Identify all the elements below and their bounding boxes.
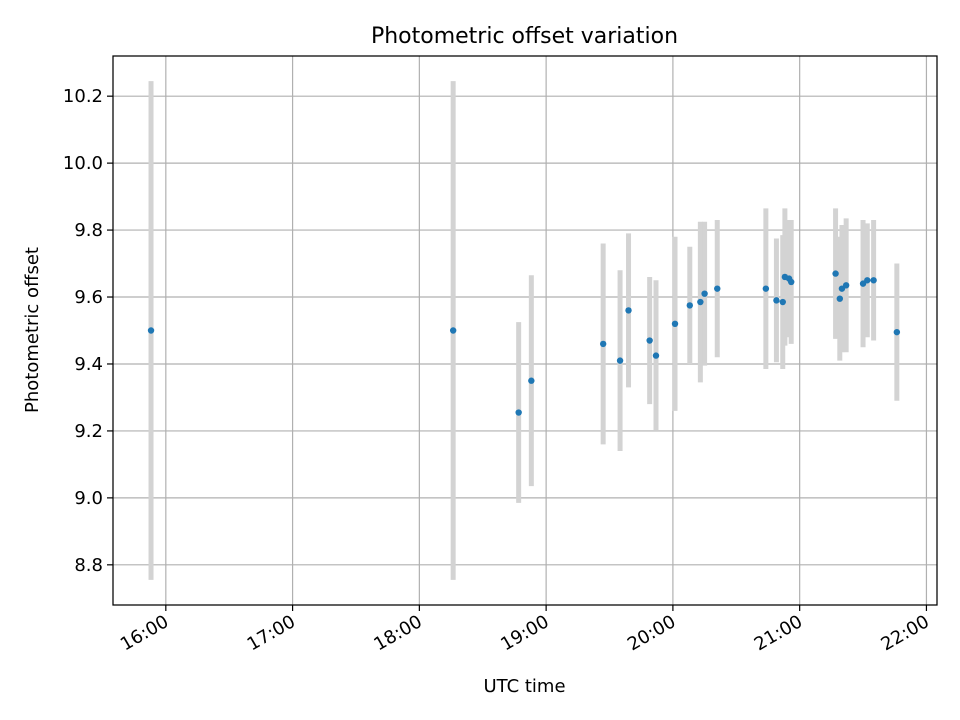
- x-axis-label: UTC time: [483, 676, 565, 697]
- y-tick-label: 9.8: [74, 220, 103, 241]
- data-point: [714, 285, 721, 292]
- data-point: [671, 320, 679, 328]
- data-point: [599, 340, 607, 348]
- data-point: [788, 278, 795, 286]
- data-point: [762, 285, 770, 292]
- y-tick-label: 10.0: [63, 153, 103, 174]
- y-tick-label: 9.0: [74, 488, 103, 509]
- y-axis-label: Photometric offset: [22, 247, 43, 413]
- y-axis-ticks: 8.8 9.0 9.2 9.4 9.6 9.8 10.0 10.2: [63, 86, 113, 576]
- data-point: [836, 295, 844, 302]
- data-point: [616, 357, 624, 364]
- data-point: [701, 290, 708, 297]
- data-point: [864, 277, 871, 284]
- y-tick-label: 8.8: [74, 555, 103, 576]
- data-point: [449, 327, 457, 334]
- plot-frame: [112, 55, 938, 606]
- data-point: [779, 298, 786, 306]
- data-points: [147, 270, 901, 416]
- y-tick-label: 9.2: [74, 421, 103, 442]
- data-point: [842, 282, 850, 289]
- data-point: [625, 307, 632, 314]
- data-point: [697, 298, 704, 306]
- data-point: [893, 328, 901, 336]
- data-point: [832, 270, 839, 277]
- data-point: [147, 327, 155, 334]
- data-point: [646, 337, 653, 344]
- data-point: [652, 352, 660, 359]
- data-point: [870, 277, 877, 284]
- y-tick-label: 9.4: [74, 354, 103, 375]
- y-tick-label: 9.6: [74, 287, 103, 308]
- y-tick-label: 10.2: [63, 86, 103, 107]
- data-point: [686, 302, 693, 309]
- chart-title: Photometric offset variation: [371, 24, 678, 49]
- data-point: [773, 297, 780, 304]
- data-point: [515, 409, 522, 416]
- data-point: [528, 377, 535, 384]
